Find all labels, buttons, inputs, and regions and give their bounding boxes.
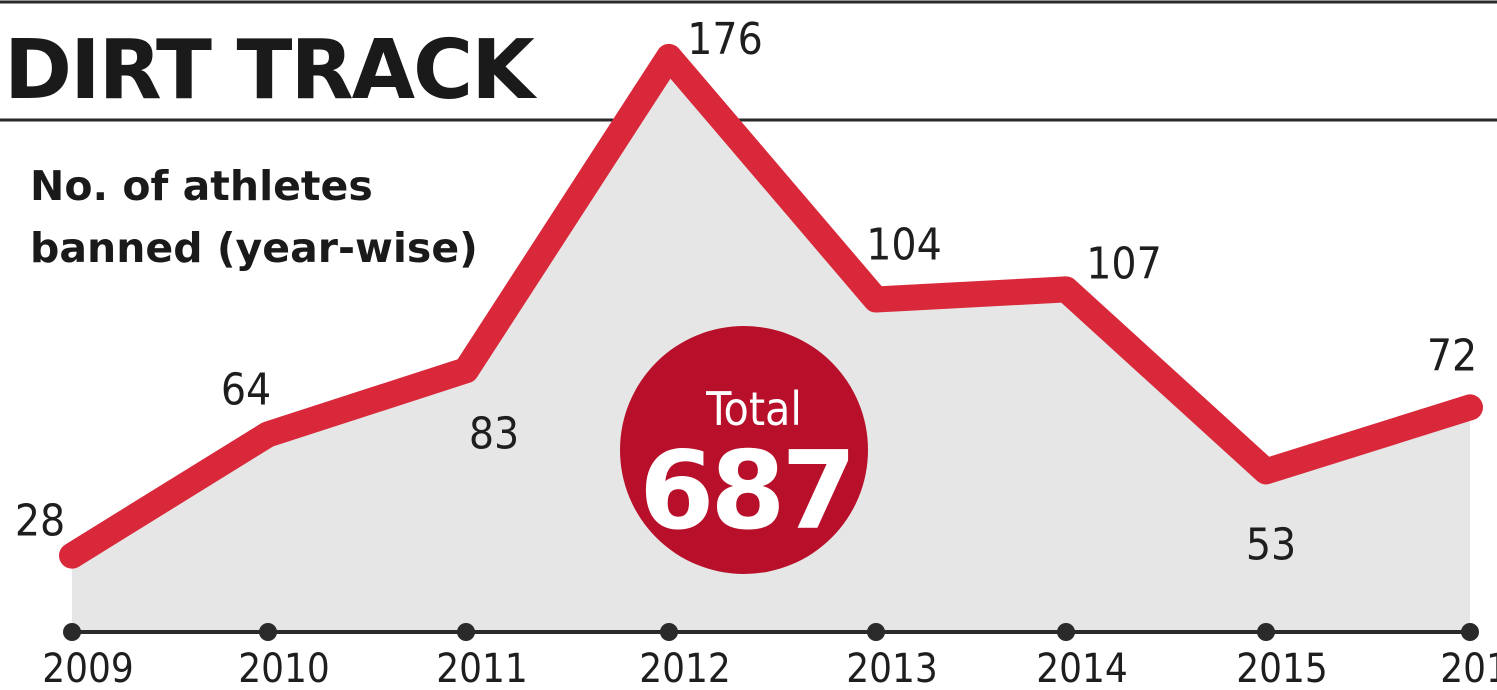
data-label-2010: 64 — [221, 364, 271, 415]
x-tick-label-2015: 2015 — [1236, 646, 1328, 690]
x-tick-2014 — [1057, 623, 1075, 641]
chart-subtitle-line-2: banned (year-wise) — [30, 224, 478, 272]
data-label-2015: 53 — [1246, 519, 1296, 570]
x-tick-label-2010: 2010 — [238, 646, 330, 690]
value-label-layer: 28 64 83 176 104 107 53 72 — [15, 14, 1477, 571]
data-label-2012: 176 — [687, 14, 763, 65]
x-tick-label-2013: 2013 — [846, 646, 938, 690]
x-tick-2011 — [457, 623, 475, 641]
total-value: 687 — [639, 429, 852, 554]
data-label-2011: 83 — [469, 408, 519, 459]
title-backdrop — [0, 8, 540, 116]
x-tick-2012 — [660, 623, 678, 641]
x-tick-label-2011: 2011 — [436, 646, 528, 690]
x-tick-label-2016: 2016 — [1440, 646, 1497, 690]
total-label: Total — [705, 382, 802, 436]
chart-title: DIRT TRACK — [4, 23, 538, 118]
data-label-2013: 104 — [866, 220, 942, 271]
x-tick-label-2014: 2014 — [1036, 646, 1128, 690]
chart-subtitle-line-1: No. of athletes — [30, 162, 373, 210]
x-tick-2013 — [867, 623, 885, 641]
x-tick-label-2012: 2012 — [639, 646, 731, 690]
total-badge — [620, 326, 868, 574]
tick-layer: 2009 2010 2011 2012 2013 2014 2015 2016 — [42, 623, 1497, 690]
x-tick-2016 — [1461, 623, 1479, 641]
x-tick-2010 — [259, 623, 277, 641]
series-line — [59, 43, 1483, 569]
data-label-2009: 28 — [15, 496, 65, 547]
x-tick-label-2009: 2009 — [42, 646, 134, 690]
x-tick-2015 — [1257, 623, 1275, 641]
data-label-2016: 72 — [1427, 330, 1477, 381]
data-label-2014: 107 — [1086, 238, 1162, 289]
line-layer — [59, 43, 1483, 569]
x-tick-2009 — [63, 623, 81, 641]
